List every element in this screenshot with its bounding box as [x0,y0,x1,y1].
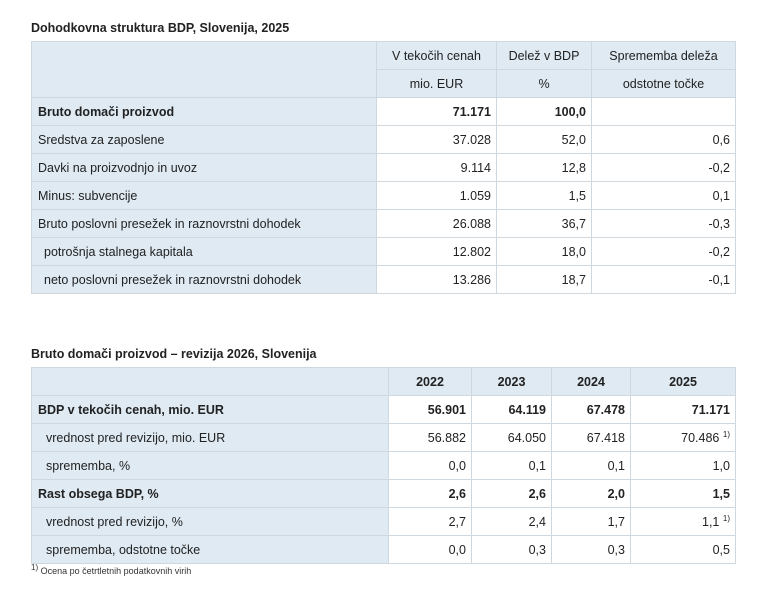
cell-value: 2,6 [471,479,552,508]
row-label: potrošnja stalnega kapitala [31,237,377,266]
cell-value: 0,1 [551,451,631,480]
cell-value: 64.119 [471,395,552,424]
header-share-gdp: Delež v BDP [496,41,592,70]
row-label: sprememba, odstotne točke [31,535,389,564]
table-row: BDP v tekočih cenah, mio. EUR 56.901 64.… [31,395,736,424]
row-label: vrednost pred revizijo, mio. EUR [31,423,389,452]
footnote-marker: 1) [722,513,730,523]
row-label: Bruto poslovni presežek in raznovrstni d… [31,209,377,238]
cell-value: 71.171 [376,97,497,126]
table-row: vrednost pred revizijo, mio. EUR 56.882 … [31,423,736,452]
row-label: Minus: subvencije [31,181,377,210]
cell-value: 1,1 [702,514,720,529]
cell-value: 0,5 [630,535,736,564]
cell-value [591,97,736,126]
cell-value: 36,7 [496,209,592,238]
table-row: potrošnja stalnega kapitala 12.802 18,0 … [31,237,736,266]
footnote-mark: 1) [31,563,39,572]
cell-value: 0,0 [388,451,472,480]
footnote-marker: 1) [722,429,730,439]
gdp-revision-table: 2022 2023 2024 2025 BDP v tekočih cenah,… [31,367,736,564]
cell-value: 100,0 [496,97,592,126]
cell-value: 0,3 [551,535,631,564]
cell-value: -0,2 [591,237,736,266]
cell-value: 2,0 [551,479,631,508]
header-current-prices: V tekočih cenah [376,41,497,70]
cell-value: 13.286 [376,265,497,294]
header-share-change: Sprememba deleža [591,41,736,70]
cell-value: 12.802 [376,237,497,266]
cell-value: 0,1 [591,181,736,210]
row-label: Bruto domači proizvod [31,97,377,126]
year-header: 2022 [388,367,472,396]
table1-corner-cell [31,41,377,98]
table-row: sprememba, odstotne točke 0,0 0,3 0,3 0,… [31,535,736,564]
cell-value: 64.050 [471,423,552,452]
cell-value: 1,7 [551,507,631,536]
row-label: Sredstva za zaposlene [31,125,377,154]
cell-value: -0,3 [591,209,736,238]
income-structure-table: V tekočih cenah Delež v BDP Sprememba de… [31,41,736,294]
cell-value: 52,0 [496,125,592,154]
unit-share-gdp: % [496,69,592,98]
cell-value: 67.418 [551,423,631,452]
row-label: Rast obsega BDP, % [31,479,389,508]
row-label: sprememba, % [31,451,389,480]
cell-value-with-note: 1,1 1) [630,507,736,536]
cell-value: 56.882 [388,423,472,452]
cell-value: 9.114 [376,153,497,182]
cell-value: 0,1 [471,451,552,480]
cell-value: 1,0 [630,451,736,480]
table2-title: Bruto domači proizvod – revizija 2026, S… [31,347,317,361]
table-row: Minus: subvencije 1.059 1,5 0,1 [31,181,736,210]
table-row: Bruto poslovni presežek in raznovrstni d… [31,209,736,238]
unit-share-change: odstotne točke [591,69,736,98]
cell-value: -0,1 [591,265,736,294]
cell-value: 1,5 [630,479,736,508]
cell-value: 2,6 [388,479,472,508]
cell-value: 70.486 [681,430,720,445]
table-row: vrednost pred revizijo, % 2,7 2,4 1,7 1,… [31,507,736,536]
table-row: Sredstva za zaposlene 37.028 52,0 0,6 [31,125,736,154]
table-row: Bruto domači proizvod 71.171 100,0 [31,97,736,126]
cell-value: 0,0 [388,535,472,564]
unit-current-prices: mio. EUR [376,69,497,98]
cell-value: 67.478 [551,395,631,424]
footnote-text: Ocena po četrtletnih podatkovnih virih [38,566,192,576]
footnote: 1) Ocena po četrtletnih podatkovnih viri… [31,563,192,577]
cell-value: 1.059 [376,181,497,210]
table2-corner-cell [31,367,389,396]
cell-value: -0,2 [591,153,736,182]
cell-value: 18,0 [496,237,592,266]
cell-value: 12,8 [496,153,592,182]
cell-value: 18,7 [496,265,592,294]
year-header: 2025 [630,367,736,396]
table-row: Rast obsega BDP, % 2,6 2,6 2,0 1,5 [31,479,736,508]
cell-value: 2,4 [471,507,552,536]
row-label: vrednost pred revizijo, % [31,507,389,536]
year-header: 2024 [551,367,631,396]
cell-value: 26.088 [376,209,497,238]
cell-value: 56.901 [388,395,472,424]
table-row: sprememba, % 0,0 0,1 0,1 1,0 [31,451,736,480]
cell-value: 0,6 [591,125,736,154]
cell-value: 0,3 [471,535,552,564]
table-row: Davki na proizvodnjo in uvoz 9.114 12,8 … [31,153,736,182]
row-label: Davki na proizvodnjo in uvoz [31,153,377,182]
year-header: 2023 [471,367,552,396]
table-row: neto poslovni presežek in raznovrstni do… [31,265,736,294]
cell-value: 71.171 [630,395,736,424]
row-label: BDP v tekočih cenah, mio. EUR [31,395,389,424]
cell-value: 1,5 [496,181,592,210]
row-label: neto poslovni presežek in raznovrstni do… [31,265,377,294]
table1-title: Dohodkovna struktura BDP, Slovenija, 202… [31,21,290,35]
cell-value: 37.028 [376,125,497,154]
cell-value: 2,7 [388,507,472,536]
cell-value-with-note: 70.486 1) [630,423,736,452]
